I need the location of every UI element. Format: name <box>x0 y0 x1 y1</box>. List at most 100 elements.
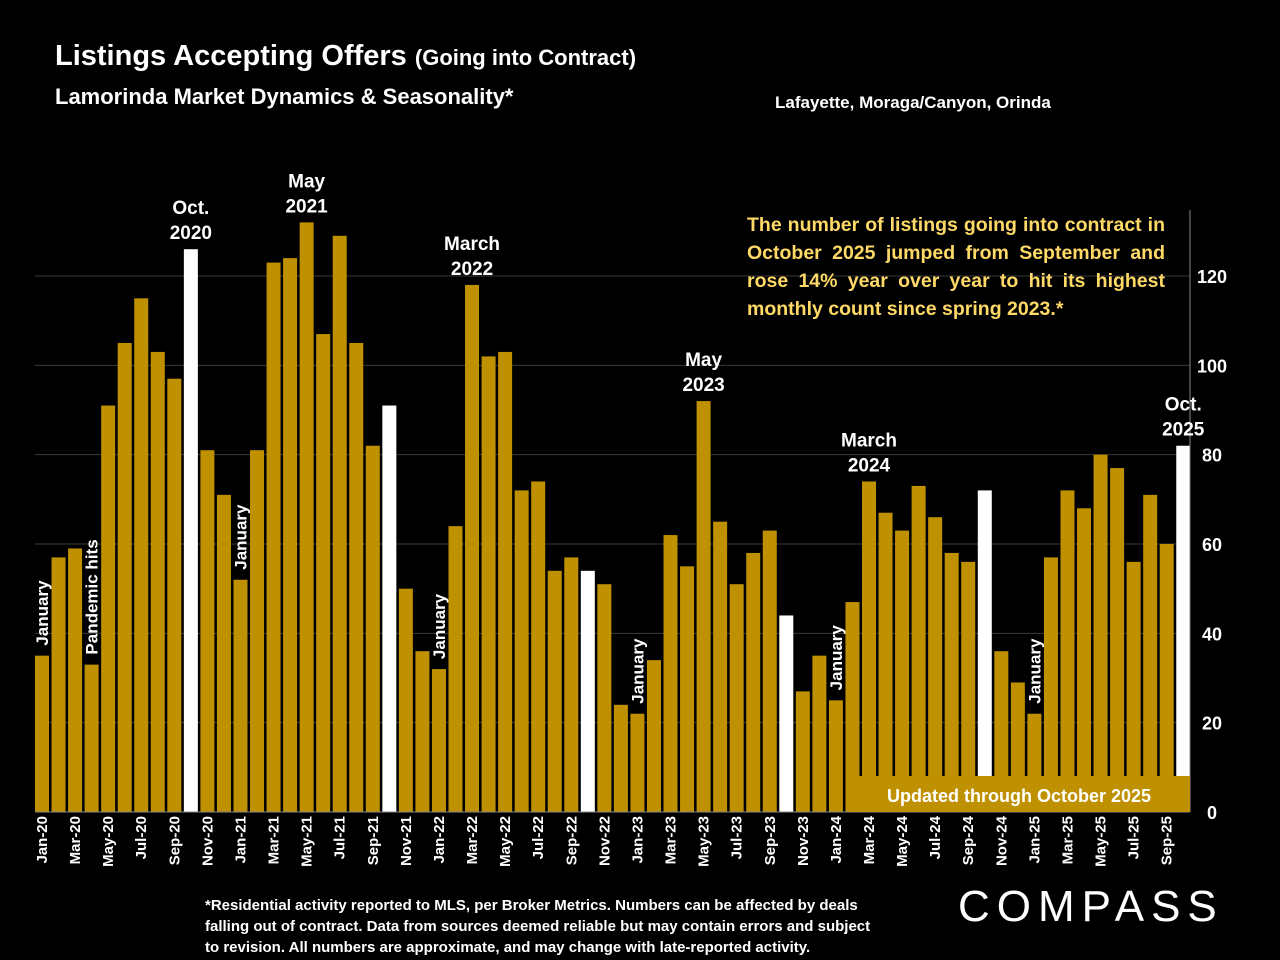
bar-sep-25 <box>1159 544 1174 812</box>
bar-jul-22 <box>531 481 546 812</box>
bar-mar-24 <box>862 481 876 812</box>
bar-dec-23 <box>812 655 827 812</box>
x-tick-label: Mar-24 <box>861 815 878 864</box>
rotated-annotation: January <box>33 580 52 646</box>
y-tick-label: 20 <box>1202 714 1222 734</box>
rotated-annotation: January <box>827 625 846 691</box>
bar-jan-22 <box>431 669 446 812</box>
y-axis: 0 20 40 60 80 100 120 <box>1189 210 1227 823</box>
bar-may-25 <box>1093 454 1108 812</box>
updated-through-box: Updated through October 2025 <box>848 776 1190 812</box>
x-tick-label: Jan-24 <box>828 815 845 863</box>
y-tick-label: 80 <box>1202 446 1222 466</box>
y-tick-label: 120 <box>1197 267 1227 287</box>
bar-sep-24 <box>961 561 976 812</box>
x-tick-label: May-22 <box>497 816 514 867</box>
bar-feb-22 <box>448 526 463 812</box>
title-main: Listings Accepting Offers <box>55 40 407 72</box>
bar-jan-23 <box>630 713 645 812</box>
x-axis: Jan-20 Mar-20 May-20 Jul-20 Sep-20 Nov-20 Jan-… <box>34 811 1190 867</box>
footnote-line: to revision. All numbers are approximate… <box>205 939 811 956</box>
bar-oct-24 <box>977 490 992 812</box>
footnote-line: *Residential activity reported to MLS, p… <box>205 897 858 914</box>
bar-jun-21 <box>316 334 331 812</box>
bar-jun-20 <box>117 343 132 812</box>
bar-apr-24 <box>878 512 893 812</box>
peak-annotation: Oct. <box>1165 395 1202 416</box>
bar-may-22 <box>498 351 513 812</box>
bar-nov-23 <box>795 691 810 812</box>
bar-may-21 <box>299 222 314 812</box>
peak-annotation: May <box>685 350 722 371</box>
y-tick-label: 60 <box>1202 535 1222 555</box>
footnote: *Residential activity reported to MLS, p… <box>205 895 870 958</box>
bar-jun-23 <box>713 521 728 812</box>
bar-aug-23 <box>746 552 761 812</box>
legend-box-bg <box>848 776 1190 812</box>
peak-annotation: 2023 <box>682 375 724 396</box>
rotated-annotation: January <box>231 504 250 570</box>
bar-apr-22 <box>481 356 496 812</box>
bar-aug-24 <box>944 552 959 812</box>
bar-feb-24 <box>845 602 860 812</box>
bar-jun-22 <box>514 490 529 812</box>
bars <box>35 222 1191 813</box>
x-tick-label: Jan-20 <box>34 816 51 864</box>
bar-dec-20 <box>216 494 231 812</box>
bar-sep-23 <box>762 530 777 812</box>
x-tick-label: Jul-23 <box>729 816 746 859</box>
x-tick-label: May-24 <box>894 815 911 867</box>
region-label: Lafayette, Moraga/Canyon, Orinda <box>775 93 1051 112</box>
x-tick-label: Jan-21 <box>232 816 249 864</box>
x-tick-label: Jan-22 <box>431 816 448 864</box>
bar-nov-21 <box>398 588 413 812</box>
bar-jan-24 <box>828 700 843 812</box>
rotated-annotation: Pandemic hits <box>83 539 102 654</box>
peak-annotation: 2025 <box>1162 420 1205 441</box>
bar-apr-20 <box>84 664 99 812</box>
bar-mar-23 <box>663 535 678 812</box>
peak-annotation: 2020 <box>170 223 212 244</box>
x-tick-label: Jan-25 <box>1026 816 1043 864</box>
bar-jan-20 <box>35 655 49 812</box>
bar-jun-25 <box>1110 468 1125 812</box>
rotated-annotation: January <box>430 593 449 659</box>
bar-oct-23 <box>779 615 794 812</box>
annotations: Oct. 2020 May 2021 March 2022 May 2023 March 2024… <box>33 171 1205 703</box>
x-tick-label: Mar-23 <box>663 816 680 864</box>
bar-oct-25 <box>1176 445 1191 812</box>
bar-jul-25 <box>1126 561 1141 812</box>
footnote-line: falling out of contract. Data from sourc… <box>205 918 871 935</box>
peak-annotation: Oct. <box>172 198 209 219</box>
bar-mar-22 <box>465 284 480 812</box>
bar-mar-25 <box>1060 490 1075 812</box>
x-tick-label: Sep-24 <box>960 815 977 865</box>
peak-annotation: 2022 <box>451 259 493 280</box>
bar-nov-22 <box>597 584 612 812</box>
bar-oct-22 <box>580 570 595 812</box>
bar-may-24 <box>895 530 910 812</box>
bar-feb-20 <box>51 557 66 812</box>
bar-feb-23 <box>646 660 661 812</box>
rotated-annotation: January <box>1025 638 1044 704</box>
bar-apr-23 <box>680 566 695 812</box>
bar-sep-22 <box>564 557 579 812</box>
peak-annotation: March <box>841 430 897 451</box>
bar-feb-21 <box>250 450 265 812</box>
bar-oct-20 <box>183 249 198 812</box>
x-tick-label: Sep-21 <box>365 816 382 865</box>
bar-nov-24 <box>994 651 1009 812</box>
bar-nov-20 <box>200 450 215 812</box>
bar-aug-22 <box>547 570 562 812</box>
bar-dec-21 <box>415 651 430 812</box>
bar-aug-20 <box>150 351 165 812</box>
peak-annotation: 2021 <box>285 196 328 217</box>
x-tick-label: Sep-20 <box>166 816 183 865</box>
x-tick-label: Jul-22 <box>530 816 547 859</box>
x-tick-label: Nov-21 <box>398 816 415 866</box>
x-tick-label: Sep-23 <box>762 816 779 865</box>
bar-jun-24 <box>911 485 926 812</box>
x-tick-label: Mar-20 <box>67 816 84 864</box>
x-tick-label: Jul-25 <box>1126 816 1143 859</box>
